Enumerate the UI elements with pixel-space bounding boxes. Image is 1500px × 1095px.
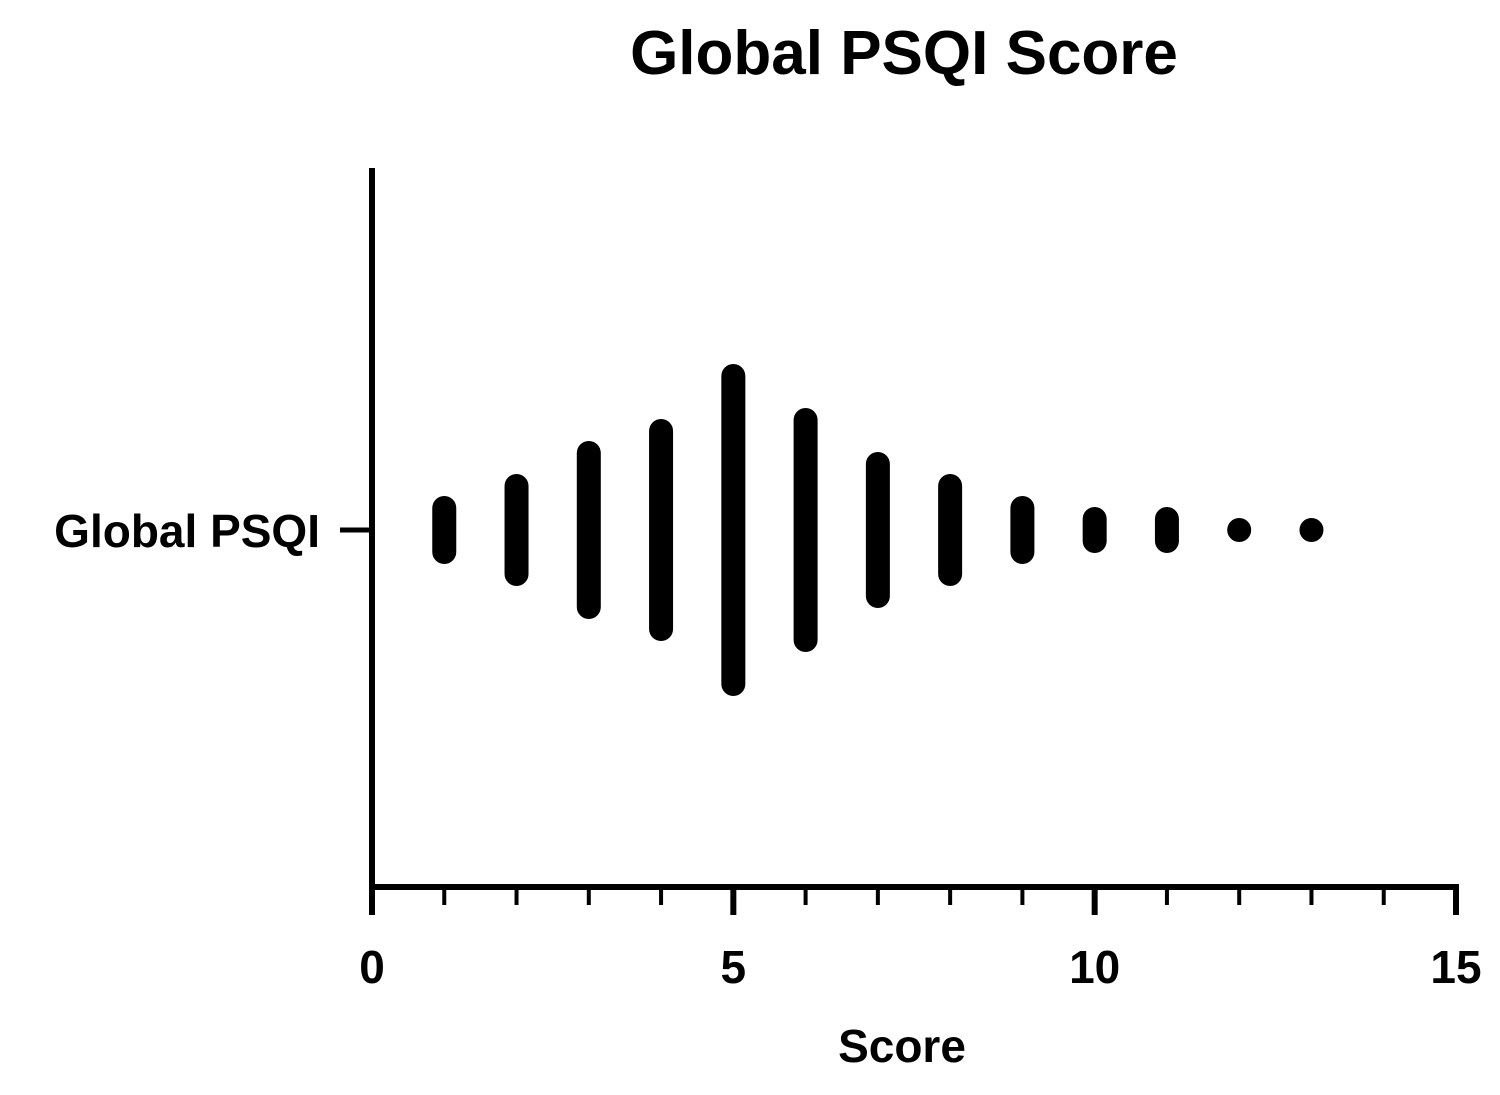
x-tick-label: 10 (1069, 941, 1120, 993)
data-marks (432, 364, 1324, 696)
x-tick-label: 15 (1430, 941, 1481, 993)
data-point-stack (865, 452, 890, 608)
x-tick-label: 0 (359, 941, 385, 993)
data-point-stack (721, 364, 746, 696)
x-axis-label: Score (838, 1020, 966, 1072)
data-point-stack (1227, 518, 1252, 542)
x-tick-labels: 0 5 10 15 (359, 941, 1481, 993)
data-point-stack (1082, 507, 1107, 553)
data-point-stack (1154, 507, 1179, 553)
data-point-stack (938, 474, 963, 586)
data-point-stack (793, 408, 818, 652)
data-point-stack (649, 419, 674, 641)
x-ticks (369, 887, 1459, 915)
x-tick-label: 5 (721, 941, 747, 993)
chart-title: Global PSQI Score (630, 19, 1178, 88)
axes (340, 168, 1459, 890)
data-point-stack (576, 441, 601, 619)
data-point-stack (432, 496, 457, 564)
data-point-stack (1010, 496, 1035, 564)
data-point-stack (504, 474, 529, 586)
data-point-stack (1299, 518, 1324, 542)
y-category-label: Global PSQI (54, 505, 320, 557)
